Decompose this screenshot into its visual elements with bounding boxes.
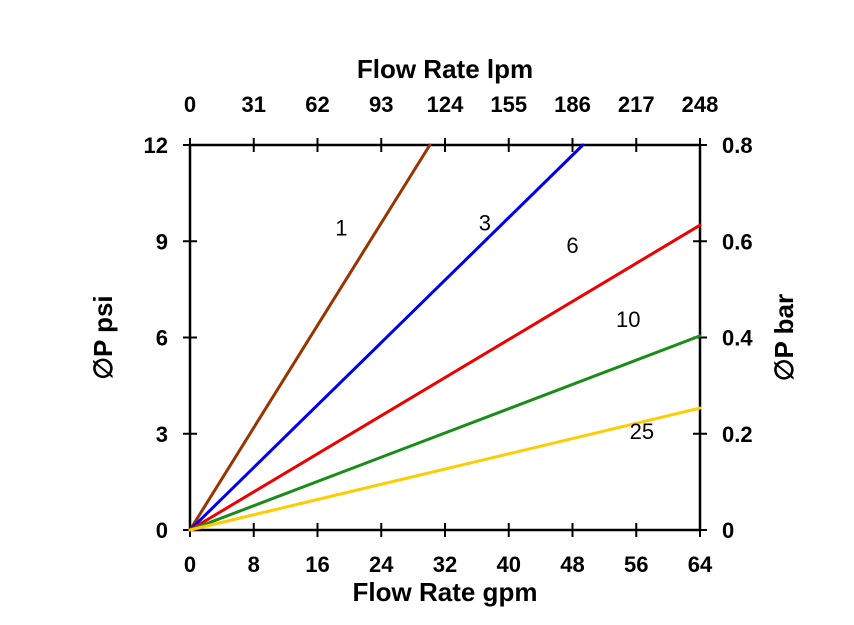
x-top-tick-label: 248 [682,92,719,117]
series-label-1: 1 [335,215,347,240]
x-top-tick-label: 124 [427,92,464,117]
plot-border [188,143,702,532]
series-label-10: 10 [616,307,640,332]
x-bottom-tick-label: 40 [497,552,521,577]
series-line-10 [188,334,702,532]
series-line-3 [188,143,585,532]
x-top-tick-label: 93 [369,92,393,117]
series-label-25: 25 [630,419,654,444]
x-top-tick-label: 155 [490,92,527,117]
x-bottom-tick-label: 16 [305,552,329,577]
series-line-1 [188,143,432,532]
x-bottom-tick-label: 8 [248,552,260,577]
left-axis-title: ∅P psi [88,295,118,379]
x-top-tick-label: 186 [554,92,591,117]
x-bottom-tick-label: 32 [433,552,457,577]
y-left-tick-label: 6 [156,326,168,351]
x-bottom-tick-label: 0 [184,552,196,577]
y-right-tick-label: 0 [722,518,734,543]
series-line-25 [188,406,702,532]
right-axis-title: ∅P bar [769,294,799,381]
x-bottom-tick-label: 64 [688,552,713,577]
y-left-tick-label: 3 [156,422,168,447]
y-right-tick-label: 0.4 [722,326,753,351]
x-top-tick-label: 0 [184,92,196,117]
series-label-6: 6 [566,233,578,258]
x-top-tick-label: 31 [242,92,266,117]
x-top-tick-label: 62 [305,92,329,117]
series-line-6 [188,223,702,532]
y-right-tick-label: 0.2 [722,422,753,447]
y-left-tick-label: 0 [156,518,168,543]
x-bottom-tick-label: 56 [624,552,648,577]
y-right-tick-label: 0.6 [722,229,753,254]
y-left-tick-label: 12 [144,133,168,158]
y-right-tick-label: 0.8 [722,133,753,158]
x-bottom-tick-label: 48 [560,552,584,577]
y-left-tick-label: 9 [156,229,168,254]
series-label-3: 3 [479,211,491,236]
x-bottom-tick-label: 24 [369,552,394,577]
x-top-tick-label: 217 [618,92,655,117]
top-axis-title: Flow Rate lpm [357,54,533,84]
bottom-axis-title: Flow Rate gpm [353,577,538,607]
